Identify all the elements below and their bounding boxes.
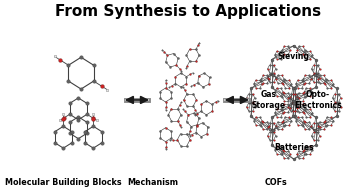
Text: From Synthesis to Applications: From Synthesis to Applications [55,4,321,19]
Text: Sieving: Sieving [278,52,310,61]
Text: Batteries: Batteries [274,143,313,152]
Text: COFs: COFs [265,178,288,187]
Text: Mechanism: Mechanism [127,178,178,187]
Text: Gas
Storage: Gas Storage [251,90,285,110]
Text: Opto-
Electronics: Opto- Electronics [294,90,342,110]
Text: Molecular Building Blocks: Molecular Building Blocks [6,178,122,187]
